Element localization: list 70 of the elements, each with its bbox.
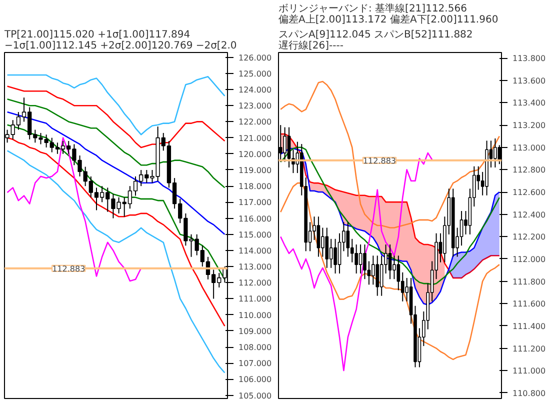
candlestick — [316, 216, 320, 258]
y-tick-label: 112.400 — [512, 210, 546, 220]
y-tick-label: 124.000 — [238, 86, 272, 95]
line-series — [280, 80, 500, 228]
chart-title: ボリンジャーバンド: 基準線[21]112.566 偏差A上[2.00]113.172 偏差A下[2.00]111.960 — [278, 2, 498, 26]
candlestick — [376, 255, 380, 296]
y-tick-label: 116.000 — [238, 214, 272, 224]
line-series — [6, 111, 226, 235]
y-tick-label: 105.000 — [238, 391, 272, 400]
line-series — [280, 182, 500, 360]
candlestick — [338, 232, 342, 274]
line-series — [6, 86, 226, 148]
candlestick — [392, 255, 396, 280]
y-tick-label: 114.000 — [238, 246, 272, 256]
y-tick-label: 117.000 — [238, 198, 272, 208]
y-tick-label: 123.000 — [238, 102, 272, 111]
line-series — [6, 74, 226, 136]
candlestick — [363, 244, 366, 280]
y-tick-label: 113.800 — [512, 54, 546, 64]
candlestick — [372, 255, 375, 286]
line-series — [6, 98, 226, 188]
candlestick — [354, 244, 358, 274]
y-tick-label: 118.000 — [238, 182, 272, 192]
y-tick-label: 111.000 — [512, 366, 546, 376]
candlestick — [329, 238, 333, 268]
chart-title: TP[21.00]115.020 +1σ[1.00]117.894 −1σ[1.00]112.145 +2σ[2.00]120.769 −2σ[2.0 — [4, 30, 237, 52]
y-tick-label: 111.400 — [512, 322, 546, 331]
y-tick-label: 113.000 — [238, 262, 272, 272]
y-tick-label: 119.000 — [238, 166, 272, 175]
candlestick — [321, 227, 324, 258]
candlestick — [396, 255, 400, 291]
line-series — [280, 152, 433, 372]
candlestick — [346, 222, 350, 258]
y-tick-label: 112.800 — [512, 166, 546, 175]
y-tick-label: 112.000 — [238, 278, 272, 288]
candlestick — [358, 244, 362, 274]
y-tick-label: 112.000 — [512, 254, 546, 264]
candlestick — [325, 227, 329, 268]
y-tick-label: 111.200 — [512, 344, 546, 354]
y-tick-label: 112.600 — [512, 188, 546, 198]
candlestick — [494, 138, 497, 168]
y-tick-label: 125.000 — [238, 69, 272, 78]
candlestick — [287, 126, 291, 168]
y-tick-label: 108.000 — [238, 343, 272, 352]
y-tick-label: 109.000 — [238, 326, 272, 336]
y-tick-label: 111.600 — [512, 300, 546, 309]
candlestick — [388, 244, 392, 280]
y-tick-label: 113.600 — [512, 76, 546, 86]
chart-subtitle: スパンA[9]112.045 スパンB[52]111.882 遅行線[26]---- — [278, 30, 473, 52]
candlestick — [283, 126, 286, 162]
candlestick — [460, 210, 464, 246]
y-tick-label: 107.000 — [238, 359, 272, 368]
y-tick-label: 120.000 — [238, 150, 272, 159]
y-tick-label: 113.400 — [512, 98, 546, 108]
y-tick-label: 111.000 — [238, 294, 272, 304]
y-tick-label: 113.200 — [512, 121, 546, 130]
y-tick-label: 110.000 — [238, 310, 272, 320]
y-tick-label: 113.000 — [512, 143, 546, 152]
y-tick-label: 122.000 — [238, 118, 272, 127]
line-series — [6, 137, 142, 282]
candlestick — [334, 238, 337, 274]
y-tick-label: 121.000 — [238, 134, 272, 143]
y-tick-label: 126.000 — [238, 53, 272, 62]
y-tick-label: 110.800 — [512, 388, 546, 398]
line-series — [6, 150, 226, 374]
y-tick-label: 115.000 — [238, 230, 272, 240]
candlestick — [380, 255, 384, 296]
y-tick-label: 111.800 — [512, 277, 546, 286]
y-tick-label: 106.000 — [238, 375, 272, 384]
y-tick-label: 112.200 — [512, 232, 546, 242]
